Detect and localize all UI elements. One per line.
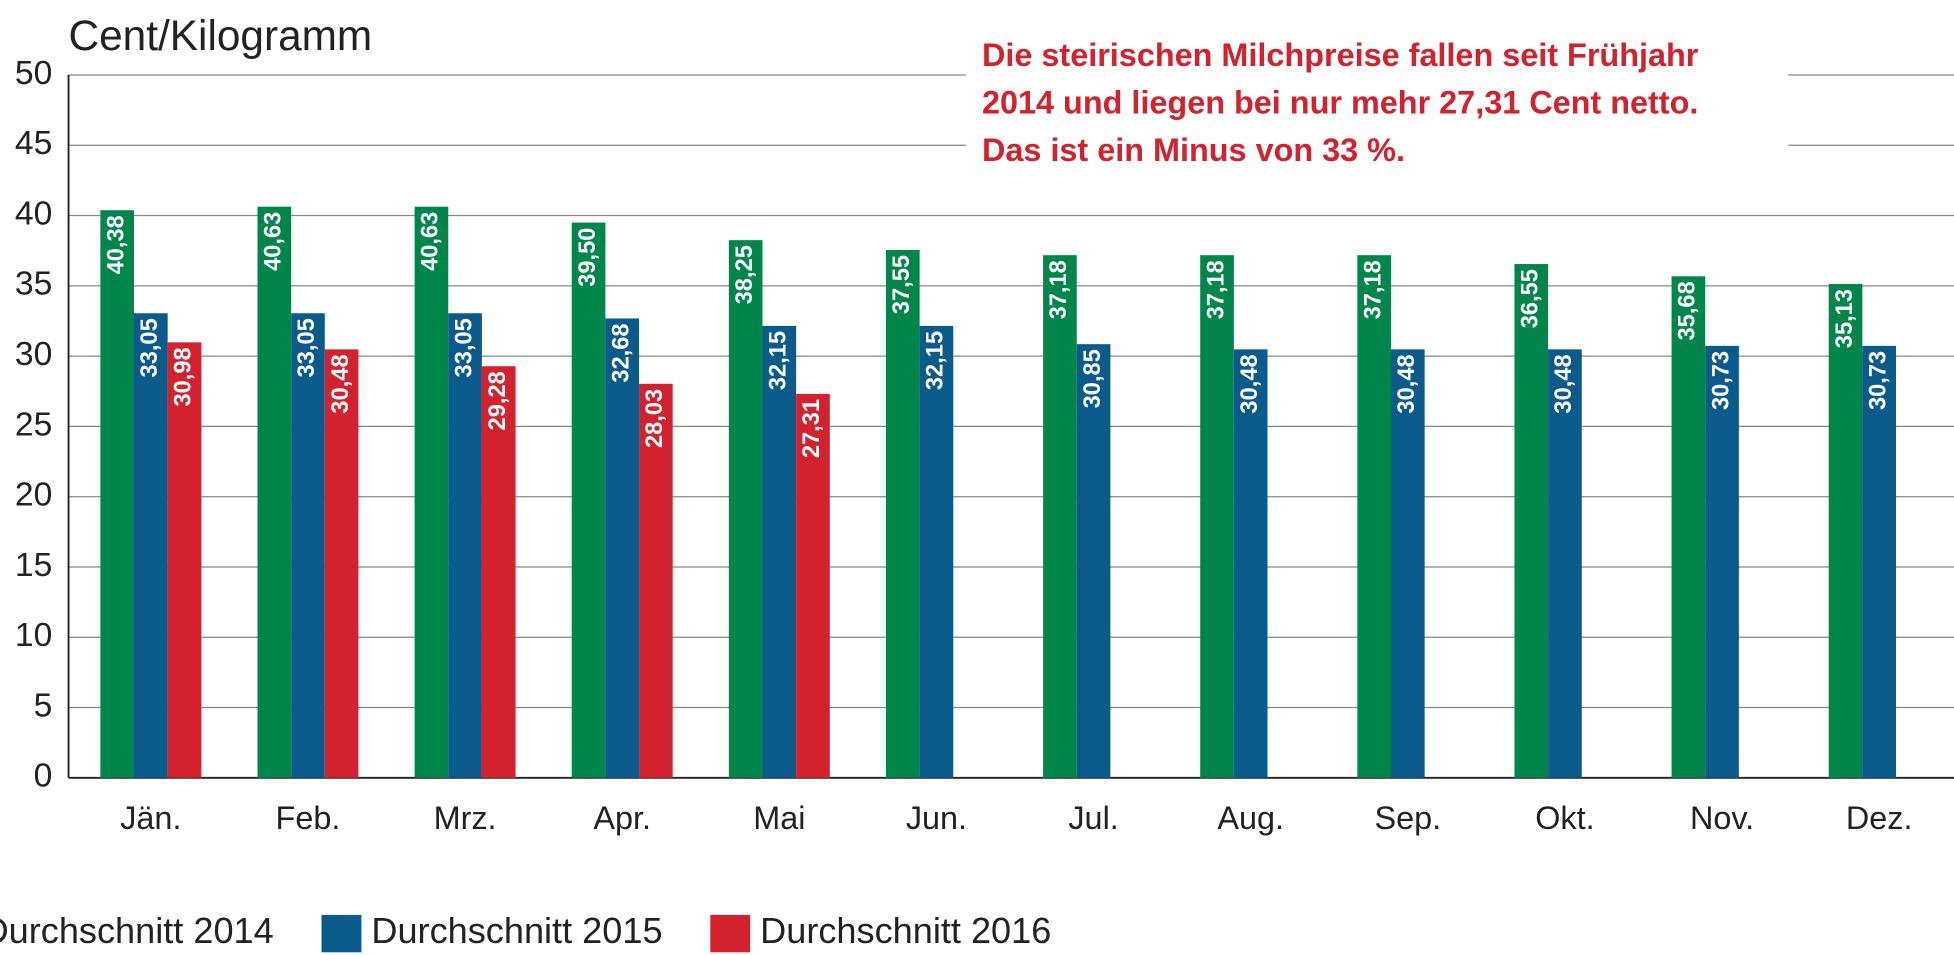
y-tick-label: 5 (34, 687, 53, 724)
legend-label: Durchschnitt 2016 (760, 910, 1051, 951)
value-label: 32,15 (923, 331, 949, 390)
value-label: 37,18 (1360, 260, 1386, 319)
y-tick-label: 30 (15, 336, 52, 373)
bar (1828, 284, 1863, 778)
value-label: 30,73 (1865, 351, 1891, 410)
x-tick-label: Apr. (593, 800, 651, 836)
value-label: 30,98 (171, 347, 197, 406)
x-tick-label: Jul. (1068, 800, 1118, 836)
bar (605, 318, 640, 778)
value-label: 40,63 (418, 212, 444, 271)
y-tick-label: 15 (15, 547, 52, 584)
x-tick-label: Mai (753, 800, 805, 836)
annotation: 2014 und liegen bei nur mehr 27,31 Cent … (982, 84, 1698, 120)
value-label: 40,63 (261, 212, 287, 271)
annotation-background (965, 32, 1789, 180)
bar (796, 393, 830, 778)
x-tick-label: Feb. (276, 800, 341, 836)
x-tick-label: Aug. (1217, 800, 1284, 836)
y-tick-label: 35 (15, 266, 52, 303)
legend-label: Durchschnitt 2014 (0, 910, 274, 951)
x-tick-label: Dez. (1846, 800, 1913, 836)
y-tick-label: 10 (15, 617, 52, 654)
value-label: 37,18 (1203, 260, 1229, 319)
bar (1076, 344, 1111, 778)
value-label: 33,05 (137, 318, 163, 377)
bar (1705, 345, 1739, 778)
y-tick-label: 50 (15, 55, 52, 92)
value-label: 37,55 (889, 255, 915, 314)
value-label: 30,48 (1237, 354, 1263, 413)
value-label: 33,05 (451, 318, 477, 377)
value-label: 35,13 (1832, 289, 1858, 348)
value-label: 30,48 (1551, 354, 1577, 413)
bar (1514, 264, 1549, 778)
bar (919, 325, 954, 778)
bar (728, 240, 763, 778)
legend-swatch (321, 914, 362, 953)
value-label: 33,05 (294, 318, 320, 377)
annotation: Das ist ein Minus von 33 %. (982, 132, 1405, 168)
bar (100, 210, 135, 778)
bar (448, 313, 482, 778)
bar (324, 349, 359, 778)
legend-label: Durchschnitt 2015 (371, 910, 662, 951)
value-label: 27,31 (799, 399, 825, 458)
x-tick-label: Sep. (1374, 800, 1441, 836)
value-label: 30,73 (1708, 351, 1734, 410)
y-tick-label: 20 (15, 477, 52, 514)
bar (481, 366, 516, 778)
value-label: 28,03 (642, 389, 668, 448)
x-tick-label: Jän. (120, 800, 181, 836)
value-label: 30,48 (328, 354, 354, 413)
bar (167, 342, 202, 778)
y-axis-title: Cent/Kilogramm (69, 12, 373, 59)
x-tick-label: Mrz. (434, 800, 497, 836)
y-tick-label: 40 (15, 195, 52, 232)
bar (257, 206, 292, 778)
bar (1548, 349, 1582, 778)
value-label: 32,15 (766, 331, 792, 390)
value-label: 35,68 (1675, 281, 1701, 340)
bar (762, 325, 797, 778)
x-tick-label: Jun. (906, 800, 967, 836)
bar (1233, 349, 1268, 778)
bar (1671, 276, 1706, 778)
bar (1043, 255, 1077, 778)
bar (1390, 349, 1425, 778)
value-label: 40,38 (103, 215, 129, 274)
x-tick-label: Nov. (1690, 800, 1754, 836)
bar (885, 249, 920, 778)
bar (639, 383, 673, 778)
bar (414, 206, 449, 778)
value-label: 30,85 (1080, 349, 1106, 408)
legend-swatch (710, 914, 751, 953)
x-tick-label: Okt. (1535, 800, 1594, 836)
bar (134, 313, 168, 778)
y-tick-label: 45 (15, 125, 52, 162)
bar (1200, 255, 1234, 778)
value-label: 36,55 (1518, 269, 1544, 328)
y-tick-label: 0 (34, 758, 53, 795)
value-label: 29,28 (485, 371, 511, 430)
value-label: 30,48 (1394, 354, 1420, 413)
value-label: 37,18 (1046, 260, 1072, 319)
y-tick-label: 25 (15, 406, 52, 443)
bar (1357, 255, 1391, 778)
value-label: 38,25 (732, 245, 758, 304)
value-label: 32,68 (608, 323, 634, 382)
bar (1862, 345, 1897, 778)
value-label: 39,50 (575, 228, 601, 287)
annotation: Die steirischen Milchpreise fallen seit … (982, 37, 1699, 73)
bar (571, 222, 606, 778)
bar (291, 313, 325, 778)
